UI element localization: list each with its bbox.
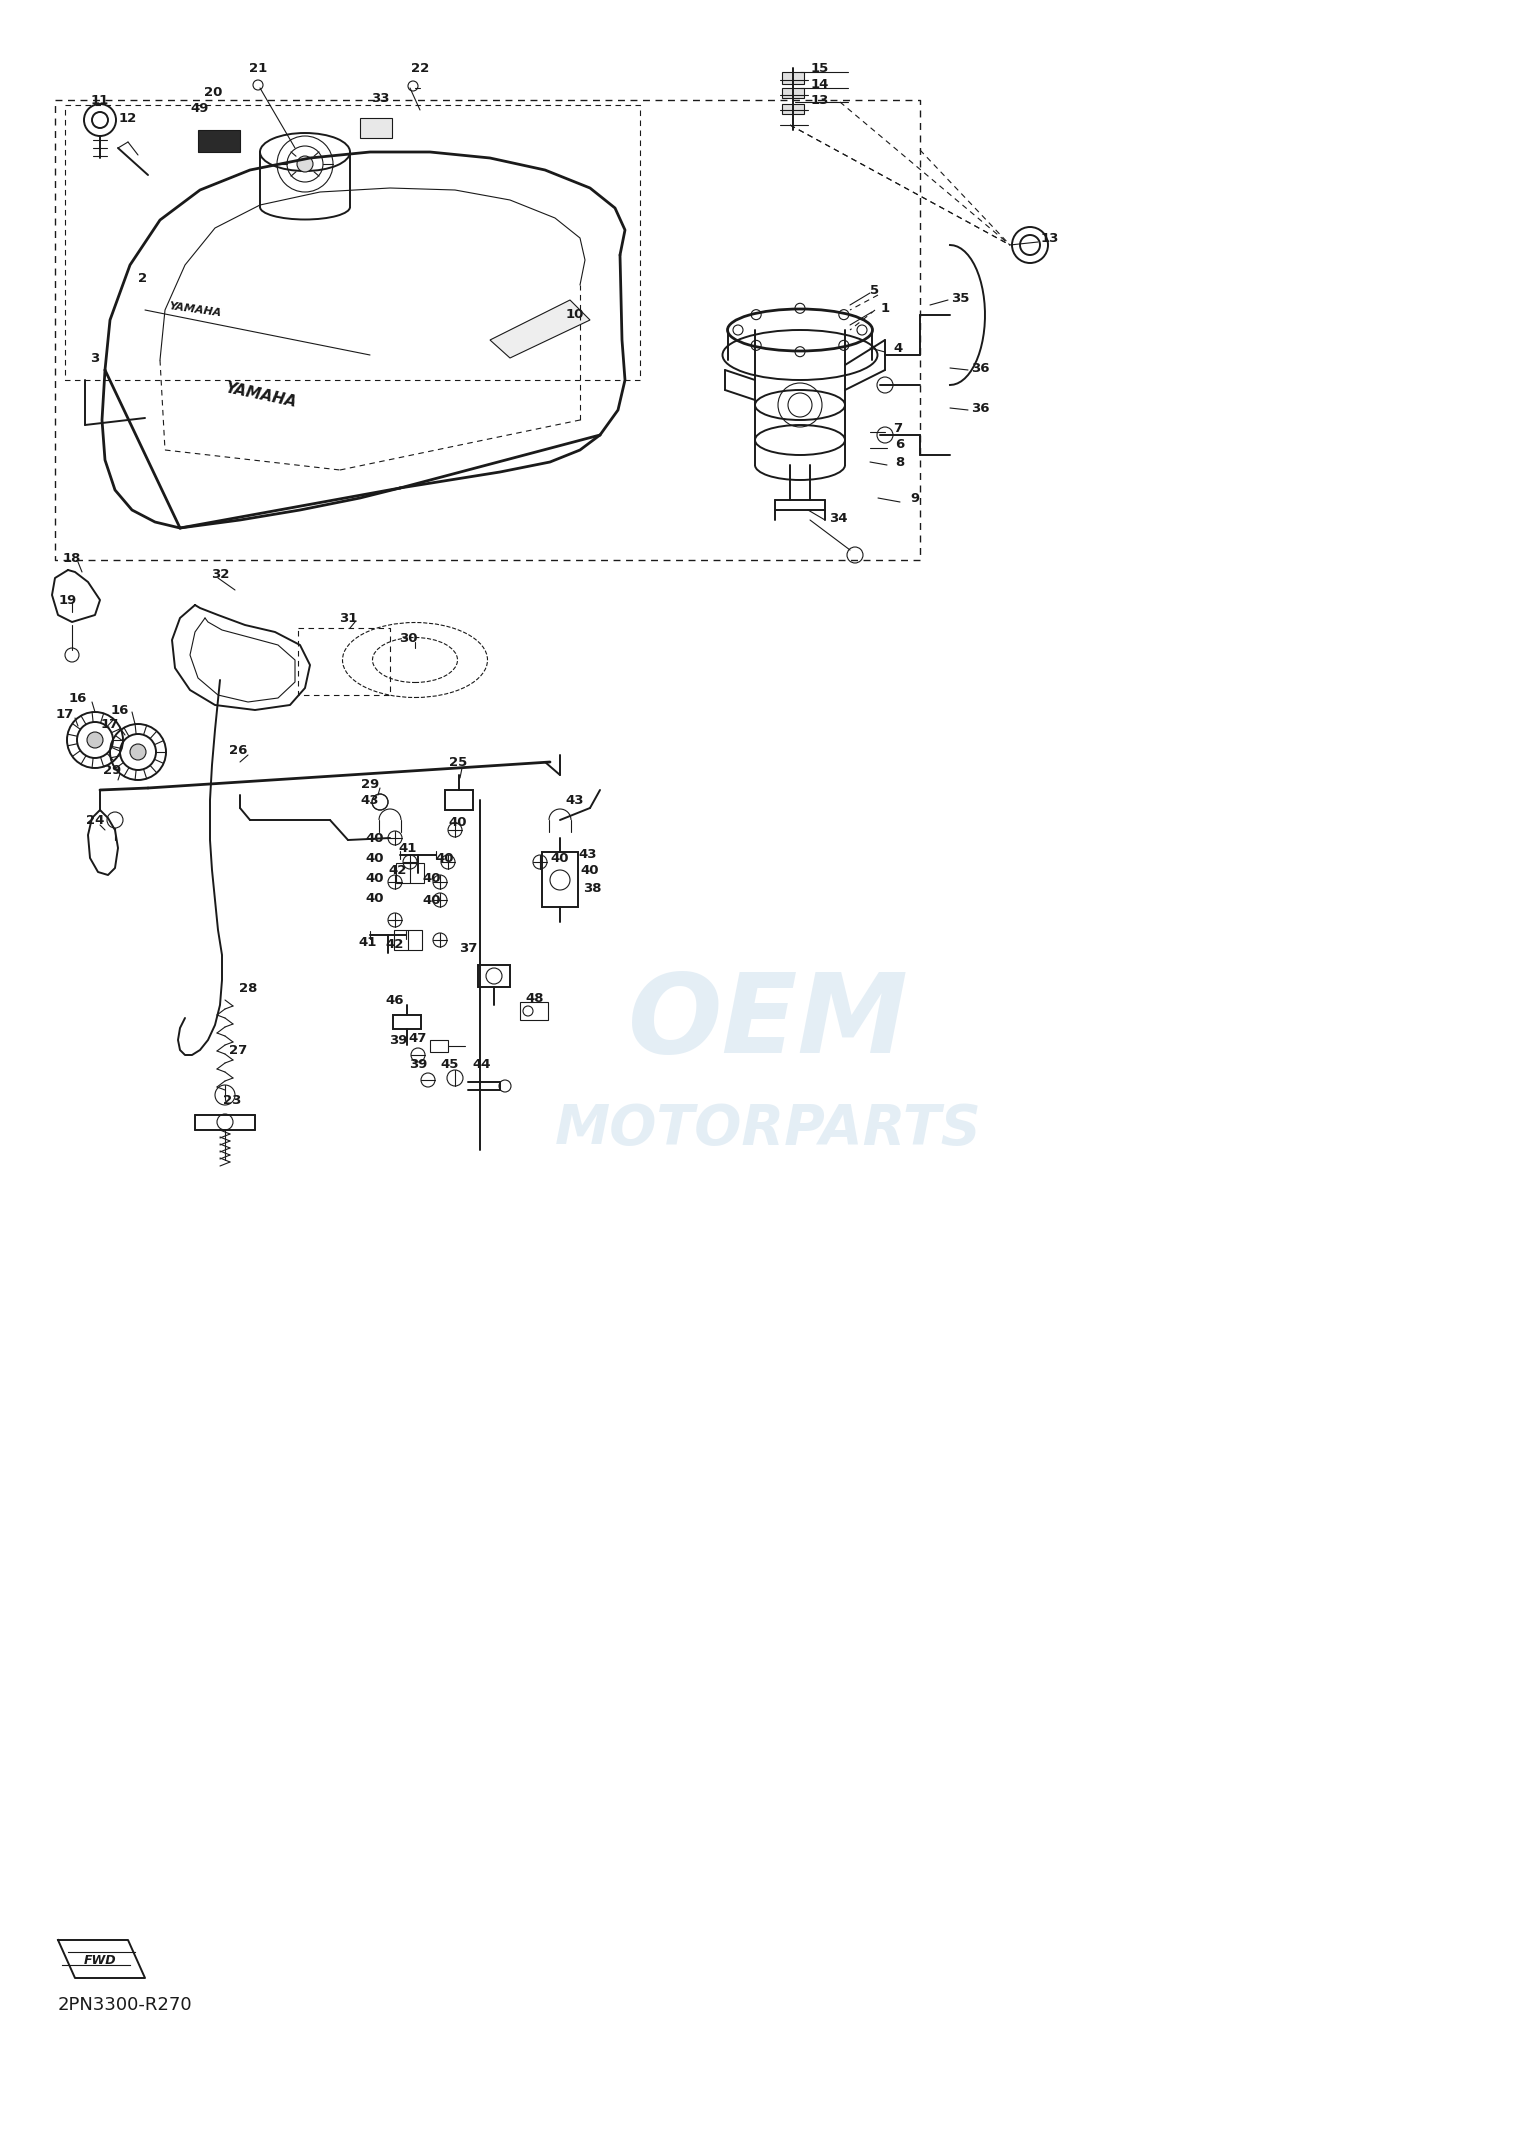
Bar	[393, 931, 423, 950]
Text: 40: 40	[366, 831, 384, 843]
Text: 40: 40	[423, 871, 441, 884]
Text: 43: 43	[361, 794, 380, 807]
Text: 37: 37	[460, 941, 476, 954]
Bar	[782, 72, 804, 83]
Text: 31: 31	[338, 611, 357, 624]
Text: 42: 42	[389, 863, 407, 878]
Text: 8: 8	[896, 456, 905, 469]
Text: 14: 14	[812, 79, 828, 92]
Text: 19: 19	[58, 594, 77, 607]
Bar	[393, 1016, 421, 1029]
Bar	[198, 130, 240, 151]
Text: YAMAHA: YAMAHA	[223, 379, 297, 409]
Text: 40: 40	[366, 852, 384, 865]
Text: 40: 40	[423, 892, 441, 907]
Text: 39: 39	[409, 1059, 427, 1071]
Text: 30: 30	[398, 630, 417, 645]
Text: 36: 36	[971, 400, 990, 415]
Text: 27: 27	[229, 1044, 247, 1056]
Text: 7: 7	[893, 422, 902, 435]
Text: 1: 1	[881, 302, 890, 315]
Text: 40: 40	[366, 871, 384, 884]
Text: 16: 16	[69, 692, 88, 705]
Text: 39: 39	[389, 1033, 407, 1046]
Text: 41: 41	[398, 841, 417, 854]
Bar	[397, 863, 424, 884]
Text: 34: 34	[828, 511, 847, 524]
Text: 24: 24	[86, 814, 105, 826]
Text: 22: 22	[410, 62, 429, 75]
Text: 43: 43	[579, 848, 598, 861]
Text: 17: 17	[55, 709, 74, 722]
Text: 40: 40	[550, 852, 569, 865]
Text: 16: 16	[111, 703, 129, 716]
Circle shape	[131, 743, 146, 760]
Text: 29: 29	[103, 763, 121, 777]
Text: 9: 9	[910, 492, 919, 505]
Polygon shape	[490, 300, 590, 358]
Text: 46: 46	[386, 993, 404, 1007]
Text: 21: 21	[249, 62, 267, 75]
Bar	[430, 1039, 447, 1052]
Bar	[446, 790, 473, 809]
Text: 6: 6	[896, 439, 905, 452]
Text: 47: 47	[409, 1031, 427, 1044]
Text: 13: 13	[1041, 232, 1059, 245]
Text: 25: 25	[449, 756, 467, 769]
Text: FWD: FWD	[83, 1953, 117, 1966]
Text: 4: 4	[893, 341, 902, 354]
Bar	[520, 1001, 549, 1020]
Text: 41: 41	[358, 935, 377, 948]
Text: 40: 40	[449, 816, 467, 829]
Text: 45: 45	[441, 1059, 460, 1071]
Circle shape	[88, 733, 103, 748]
Bar	[478, 965, 510, 986]
Text: 40: 40	[437, 852, 455, 865]
Text: 20: 20	[204, 85, 223, 98]
Text: 17: 17	[101, 718, 120, 731]
Text: 43: 43	[566, 794, 584, 807]
Text: 12: 12	[118, 111, 137, 124]
Text: OEM: OEM	[629, 969, 908, 1076]
Text: 11: 11	[91, 94, 109, 107]
Text: 49: 49	[191, 102, 209, 115]
Text: 48: 48	[526, 990, 544, 1005]
Text: 33: 33	[370, 92, 389, 104]
Text: 29: 29	[361, 777, 380, 792]
Text: 32: 32	[211, 569, 229, 581]
Text: 26: 26	[229, 743, 247, 756]
Text: 2PN3300-R270: 2PN3300-R270	[58, 1996, 192, 2015]
Bar	[360, 117, 392, 138]
Text: 2: 2	[138, 271, 148, 285]
Bar	[543, 852, 578, 907]
Text: 40: 40	[581, 863, 599, 878]
Text: 35: 35	[951, 292, 970, 305]
Text: 44: 44	[473, 1059, 492, 1071]
Text: 36: 36	[971, 362, 990, 375]
Text: 13: 13	[812, 94, 828, 107]
Text: 42: 42	[386, 939, 404, 952]
Text: 15: 15	[812, 62, 828, 75]
Text: 10: 10	[566, 309, 584, 322]
Text: 38: 38	[583, 882, 601, 895]
Text: YAMAHA: YAMAHA	[168, 300, 221, 320]
Text: MOTORPARTS: MOTORPARTS	[555, 1101, 982, 1157]
Text: 3: 3	[91, 351, 100, 364]
Text: 28: 28	[238, 982, 257, 995]
Bar	[782, 87, 804, 98]
Text: 23: 23	[223, 1093, 241, 1105]
Text: 5: 5	[870, 283, 879, 296]
Text: 40: 40	[366, 892, 384, 905]
Bar	[782, 104, 804, 115]
Text: 18: 18	[63, 552, 81, 564]
Circle shape	[297, 155, 314, 173]
